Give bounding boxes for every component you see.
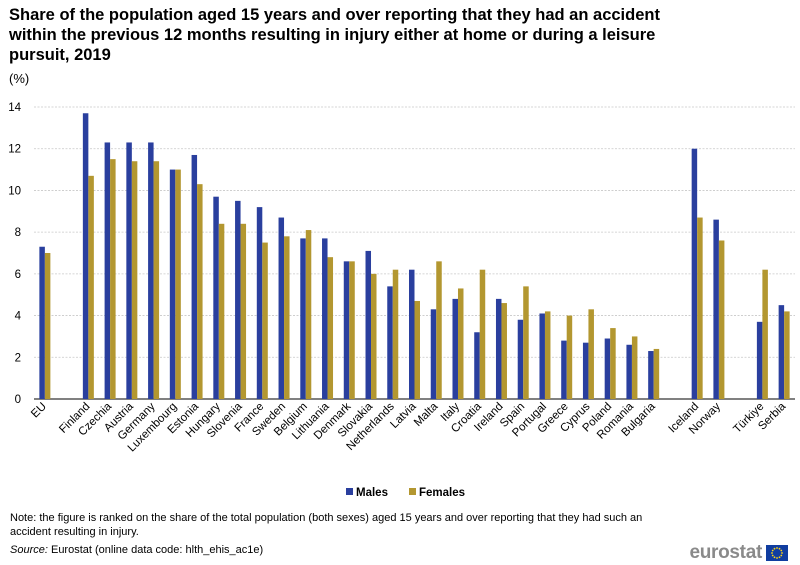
footnote: Note: the figure is ranked on the share … [10, 512, 643, 538]
bar-males-slovenia [235, 200, 241, 399]
bar-males-serbia [778, 305, 785, 399]
source-text: Eurostat (online data code: hlth_ehis_ac… [47, 544, 264, 556]
y-tick-label: 8 [15, 227, 21, 239]
eu-flag-icon [766, 545, 788, 561]
bar-females-malta [436, 261, 442, 399]
legend-swatch-males [346, 488, 353, 495]
y-tick-label: 4 [15, 311, 22, 323]
bar-males-croatia [474, 332, 480, 399]
bar-males-finland [82, 113, 89, 399]
y-tick-label: 12 [8, 144, 21, 156]
y-tick-label: 14 [8, 102, 21, 114]
bar-males-lithuania [322, 238, 328, 399]
x-tick-label: EU [29, 401, 49, 421]
bar-males-iceland [691, 148, 698, 399]
source-line: Source: Eurostat (online data code: hlth… [10, 544, 263, 556]
bar-males-latvia [409, 269, 415, 399]
bar-females-greece [566, 315, 573, 399]
logo-text: eurostat [689, 542, 762, 563]
bar-males-france [256, 207, 263, 399]
bar-females-sweden [284, 236, 290, 399]
bar-males-cyprus [582, 342, 589, 399]
bar-males-greece [561, 340, 567, 399]
y-tick-label: 2 [15, 352, 21, 364]
bar-females-luxembourg [175, 169, 181, 399]
bar-males-estonia [191, 154, 198, 399]
chart-title: Share of the population aged 15 years an… [9, 6, 660, 64]
bar-males-malta [430, 309, 437, 399]
bar-females-bulgaria [653, 348, 660, 399]
bar-females-poland [610, 328, 616, 399]
legend-label-females: Females [419, 487, 465, 499]
bar-females-estonia [197, 184, 203, 399]
bar-males-hungary [213, 196, 219, 399]
bar-females-germany [153, 161, 160, 399]
bar-females-slovenia [240, 223, 247, 399]
bar-females-croatia [479, 269, 486, 399]
y-tick-label: 10 [8, 185, 21, 197]
bar-females-france [262, 242, 268, 399]
bar-males-germany [148, 142, 154, 399]
bar-females-finland [88, 175, 94, 399]
legend-label-males: Males [356, 487, 388, 499]
bar-males-czechia [104, 142, 111, 399]
bar-females-slovakia [371, 273, 377, 399]
bar-females-cyprus [588, 309, 594, 399]
source-label: Source: [10, 544, 48, 556]
legend-swatch-females [409, 488, 416, 495]
bar-females-norway [718, 240, 725, 399]
bar-males-norway [713, 219, 719, 399]
bar-males-belgium [300, 238, 306, 399]
bar-males-austria [126, 142, 132, 399]
bar-females-spain [523, 286, 529, 399]
x-tick-label: Latvia [388, 400, 419, 431]
bar-females-portugal [544, 311, 551, 399]
bar-males-slovakia [365, 250, 372, 399]
bar-males-spain [517, 319, 524, 399]
bar-females-lithuania [327, 257, 334, 399]
bar-females-serbia [784, 311, 790, 399]
bar-females-iceland [697, 217, 703, 399]
unit-label: (%) [9, 71, 30, 86]
bar-males-türkiye [756, 321, 763, 399]
y-tick-label: 6 [15, 269, 21, 281]
bar-females-netherlands [392, 269, 399, 399]
bar-females-czechia [110, 159, 116, 399]
bar-females-ireland [501, 303, 507, 399]
bar-females-hungary [218, 223, 225, 399]
bar-females-romania [631, 336, 638, 399]
bar-males-netherlands [387, 286, 393, 399]
x-tick-label: Malta [412, 400, 441, 429]
eurostat-logo: eurostat [689, 542, 788, 564]
bar-females-denmark [349, 261, 355, 399]
bar-females-türkiye [762, 269, 768, 399]
bar-females-italy [457, 288, 464, 399]
y-tick-label: 0 [15, 394, 21, 406]
bar-males-bulgaria [648, 351, 654, 399]
bar-males-romania [626, 344, 632, 399]
bar-males-ireland [495, 298, 502, 399]
bar-females-eu [44, 253, 51, 399]
bar-males-portugal [539, 313, 545, 399]
bar-males-denmark [343, 261, 350, 399]
bar-males-italy [452, 298, 458, 399]
bar-males-poland [604, 338, 611, 399]
bar-males-eu [39, 246, 45, 399]
bar-males-luxembourg [169, 169, 176, 399]
bar-females-latvia [414, 300, 420, 399]
bar-females-austria [131, 161, 138, 399]
bar-females-belgium [305, 230, 312, 399]
bar-males-sweden [278, 217, 285, 399]
